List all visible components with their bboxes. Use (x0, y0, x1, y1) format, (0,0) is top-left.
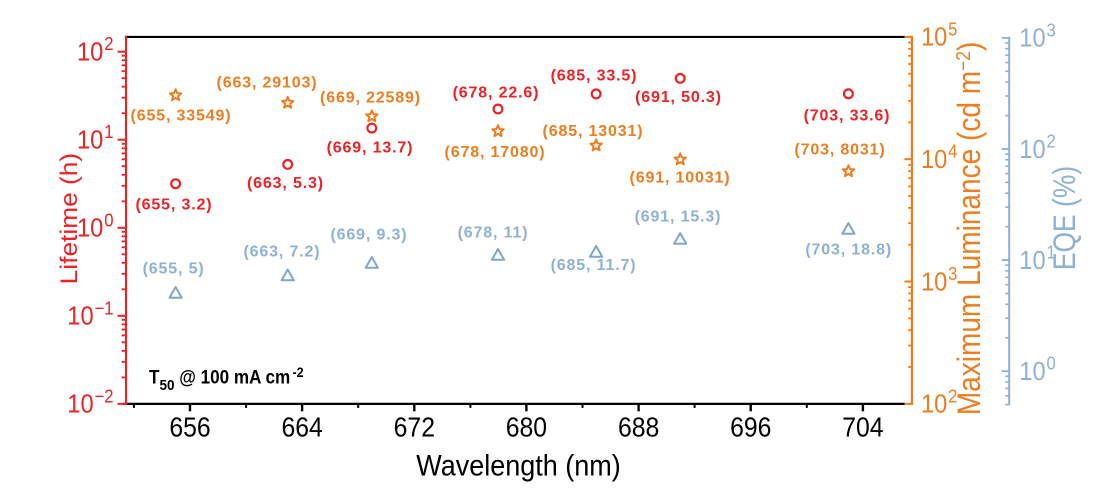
svg-text:(663, 7.2): (663, 7.2) (244, 244, 321, 261)
svg-text:2: 2 (948, 386, 957, 407)
svg-text:(691, 15.3): (691, 15.3) (635, 209, 722, 226)
svg-text:(669, 22589): (669, 22589) (320, 90, 421, 107)
svg-text:(678, 22.6): (678, 22.6) (453, 85, 540, 102)
svg-text:1: 1 (1046, 242, 1055, 263)
svg-text:(685, 33.5): (685, 33.5) (551, 68, 638, 85)
svg-text:3: 3 (948, 263, 957, 284)
svg-text:EQE (%): EQE (%) (1048, 166, 1083, 270)
svg-text:696: 696 (730, 411, 771, 443)
svg-text:10: 10 (1019, 135, 1045, 164)
svg-text:(703, 18.8): (703, 18.8) (805, 241, 892, 258)
svg-text:704: 704 (842, 411, 883, 443)
svg-text:10: 10 (1019, 246, 1045, 275)
svg-text:10: 10 (1019, 357, 1045, 386)
svg-text:10: 10 (921, 145, 947, 174)
svg-text:(685, 13031): (685, 13031) (543, 123, 644, 140)
svg-text:10: 10 (77, 125, 103, 154)
svg-text:10: 10 (77, 37, 103, 66)
svg-text:10: 10 (921, 267, 947, 296)
svg-text:4: 4 (948, 141, 957, 162)
svg-text:−2: −2 (95, 386, 114, 407)
svg-text:0: 0 (1046, 353, 1055, 374)
svg-text:(663, 29103): (663, 29103) (217, 75, 318, 92)
svg-text:(703, 33.6): (703, 33.6) (804, 108, 891, 125)
svg-text:680: 680 (506, 411, 547, 443)
svg-text:(691, 50.3): (691, 50.3) (635, 89, 722, 106)
svg-text:Lifetime (h): Lifetime (h) (56, 153, 82, 284)
svg-text:5: 5 (948, 19, 957, 40)
svg-text:(669, 9.3): (669, 9.3) (331, 227, 408, 244)
svg-text:10: 10 (77, 213, 103, 242)
svg-text:10: 10 (1019, 24, 1045, 53)
svg-text:(703, 8031): (703, 8031) (794, 142, 885, 159)
svg-text:2: 2 (104, 33, 113, 54)
svg-text:(655, 33549): (655, 33549) (131, 108, 232, 125)
svg-text:10: 10 (67, 390, 93, 419)
svg-text:688: 688 (618, 411, 659, 443)
svg-text:(685, 11.7): (685, 11.7) (551, 257, 637, 274)
svg-text:(663, 5.3): (663, 5.3) (247, 175, 324, 192)
svg-text:(678, 17080): (678, 17080) (445, 144, 546, 161)
svg-text:Wavelength (nm): Wavelength (nm) (416, 449, 620, 483)
svg-text:1: 1 (104, 121, 113, 142)
svg-text:10: 10 (67, 301, 93, 330)
svg-text:(655, 5): (655, 5) (143, 261, 205, 278)
svg-text:3: 3 (1046, 20, 1055, 41)
svg-text:(678, 11): (678, 11) (458, 224, 529, 241)
svg-text:T50 @ 100 mA cm-2: T50 @ 100 mA cm -2 (149, 364, 304, 394)
svg-text:(655, 3.2): (655, 3.2) (136, 197, 213, 214)
svg-text:10: 10 (921, 390, 947, 419)
svg-text:656: 656 (169, 411, 210, 443)
svg-text:672: 672 (394, 411, 435, 443)
svg-text:−1: −1 (95, 297, 114, 318)
svg-text:664: 664 (281, 411, 322, 443)
svg-text:0: 0 (104, 209, 113, 230)
svg-text:(669, 13.7): (669, 13.7) (327, 140, 414, 157)
svg-text:(691, 10031): (691, 10031) (630, 170, 731, 187)
svg-text:2: 2 (1046, 131, 1055, 152)
svg-text:Maximum Luminance (cd m−2): Maximum Luminance (cd m−2) (952, 42, 988, 416)
svg-text:10: 10 (921, 23, 947, 52)
